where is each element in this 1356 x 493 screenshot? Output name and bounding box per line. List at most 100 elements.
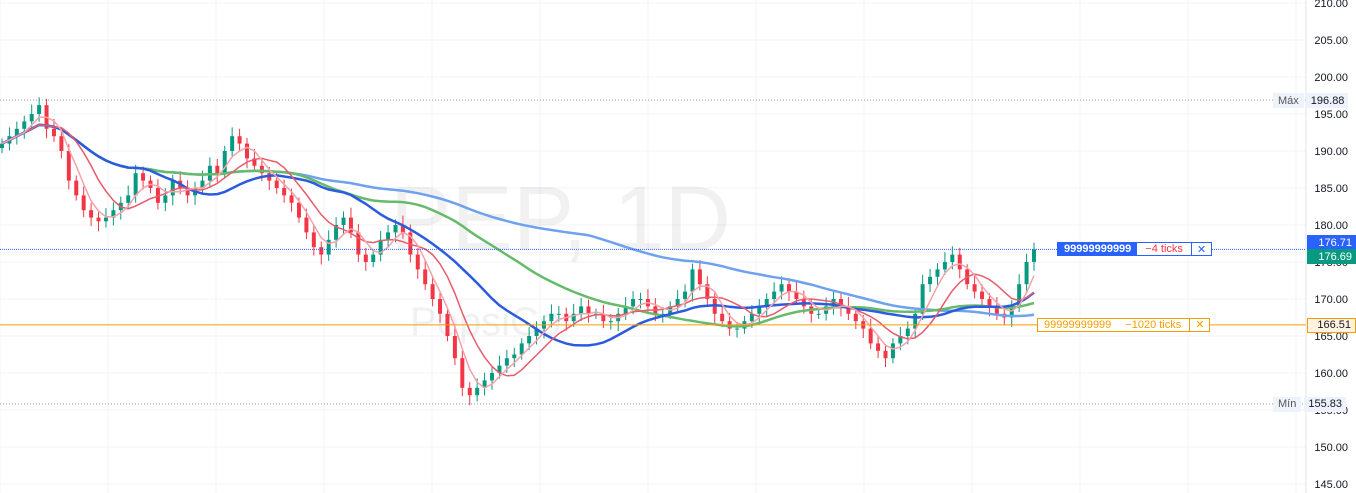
candle-body <box>393 225 398 233</box>
min-badge: Mín 155.83 <box>1273 396 1346 412</box>
candle-body <box>1024 262 1029 285</box>
y-tick-label: 205.00 <box>1314 35 1348 47</box>
candle-body <box>245 143 250 159</box>
candle-body <box>690 269 695 292</box>
candle-body <box>96 217 101 222</box>
candle-body <box>415 254 420 270</box>
candle-body <box>423 269 428 285</box>
candle-body <box>326 239 331 255</box>
order-buy-close-icon[interactable]: ✕ <box>1190 243 1211 256</box>
order-limit-ticks[interactable]: −1020 ticks <box>1125 318 1182 331</box>
candle-body <box>950 254 955 262</box>
candle-body <box>527 336 532 344</box>
candle-body <box>497 365 502 373</box>
candle-body <box>438 299 443 314</box>
candle-body <box>334 225 339 240</box>
candle-body <box>571 313 576 322</box>
price-tag-last: 176.69 <box>1307 249 1356 265</box>
symbol-watermark: PEP, 1D <box>390 168 731 270</box>
candle-body <box>81 195 86 211</box>
candle-body <box>348 217 353 233</box>
price-axis[interactable]: 210.00 205.00 200.00 195.00 190.00 185.00 180.… <box>1314 0 1348 491</box>
ma-100-line <box>1 123 1035 328</box>
candle-body <box>579 306 584 314</box>
candle-body <box>408 232 413 255</box>
candle-body <box>504 358 509 366</box>
candle-body <box>133 173 138 196</box>
candle-body <box>631 299 636 307</box>
y-tick-label: 145.00 <box>1314 479 1348 491</box>
candle-body <box>905 328 910 336</box>
candle-body <box>230 136 235 151</box>
order-buy-ticks[interactable]: −4 ticks <box>1145 243 1183 256</box>
candle-body <box>356 232 361 255</box>
candle-body <box>608 321 613 323</box>
candle-body <box>980 291 985 299</box>
candle-body <box>720 313 725 322</box>
candle-body <box>779 284 784 292</box>
candle-body <box>868 328 873 344</box>
candle-body <box>942 262 947 270</box>
candle-body <box>37 105 42 114</box>
candle-body <box>170 180 175 196</box>
candle-body <box>816 313 821 315</box>
candle-body <box>890 343 895 359</box>
order-limit-close-icon[interactable]: ✕ <box>1189 318 1209 331</box>
candle-body <box>601 313 606 322</box>
candle-body <box>282 188 287 196</box>
order-line-limit[interactable]: 99999999999 −1020 ticks ✕ <box>1037 317 1211 332</box>
order-line-buy[interactable]: 99999999999 −4 ticks ✕ <box>1057 242 1213 257</box>
ma-50-line <box>1 123 1035 347</box>
candle-body <box>831 299 836 307</box>
candle-body <box>490 373 495 381</box>
candle-body <box>0 143 4 149</box>
y-tick-label: 160.00 <box>1314 368 1348 380</box>
candle-body <box>274 180 279 188</box>
candle-body <box>259 165 264 174</box>
candle-body <box>475 387 480 396</box>
ma-fast-line <box>1 116 1035 389</box>
candle-body <box>705 284 710 299</box>
candle-body <box>467 387 472 396</box>
candle-body <box>549 313 554 322</box>
candle-body <box>1017 284 1022 307</box>
candle-body <box>304 217 309 233</box>
candle-body <box>237 136 242 144</box>
candle-body <box>126 195 131 203</box>
candle-body <box>675 299 680 307</box>
min-value: 155.83 <box>1304 396 1346 412</box>
candle-body <box>883 350 888 359</box>
candle-body <box>987 299 992 307</box>
max-badge: Máx 196.88 <box>1273 93 1349 109</box>
candle-body <box>215 165 220 174</box>
candle-body <box>638 299 643 300</box>
y-tick-label: 210.00 <box>1314 0 1348 10</box>
candle-body <box>155 188 160 203</box>
candle-body <box>928 276 933 285</box>
candle-body <box>697 269 702 285</box>
order-buy-qty[interactable]: 99999999999 <box>1058 243 1138 256</box>
candle-body <box>764 299 769 307</box>
candle-body <box>972 284 977 292</box>
y-tick-label: 165.00 <box>1314 331 1348 343</box>
candle-body <box>683 291 688 299</box>
candles <box>0 97 1036 406</box>
y-tick-label: 195.00 <box>1314 109 1348 121</box>
candle-body <box>749 313 754 322</box>
candle-body <box>386 232 391 240</box>
candle-body <box>14 128 19 137</box>
candle-body <box>89 210 94 218</box>
candle-body <box>898 336 903 344</box>
order-limit-qty[interactable]: 99999999999 <box>1044 318 1112 331</box>
max-value: 196.88 <box>1306 93 1349 109</box>
candle-body <box>853 313 858 322</box>
candle-body <box>935 269 940 277</box>
candle-body <box>913 313 918 329</box>
y-tick-label: 150.00 <box>1314 442 1348 454</box>
candle-body <box>920 284 925 314</box>
candle-body <box>378 239 383 255</box>
candle-body <box>296 202 301 218</box>
candle-body <box>794 291 799 299</box>
